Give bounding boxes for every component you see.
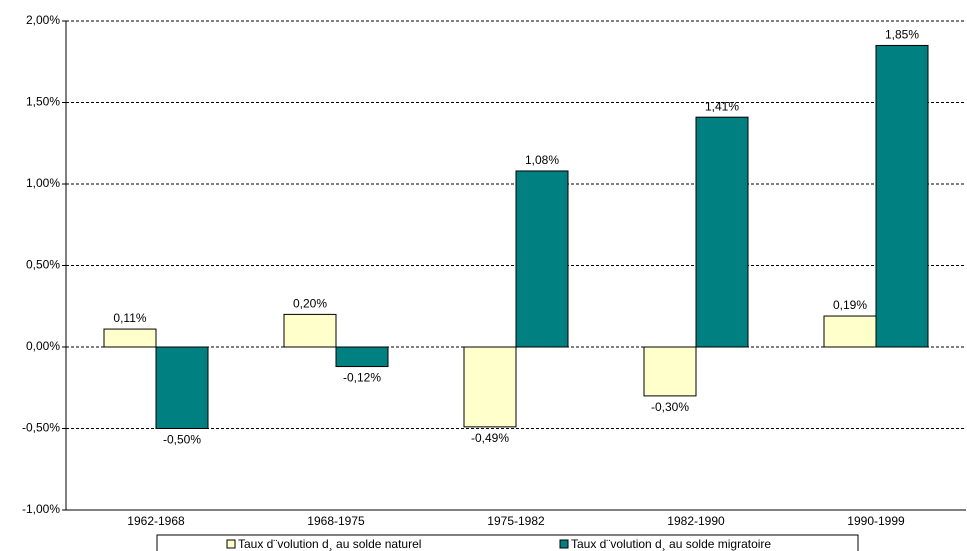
y-tick-label: 2,00% <box>26 13 60 27</box>
y-tick-label: 1,00% <box>26 176 60 190</box>
bar <box>515 170 569 348</box>
data-label: -0,49% <box>471 431 509 445</box>
bar <box>695 116 749 348</box>
data-label: -0,50% <box>163 433 201 447</box>
data-label: 0,19% <box>833 298 867 312</box>
data-label: -0,12% <box>343 371 381 385</box>
x-tick-label: 1982-1990 <box>667 514 725 528</box>
y-tick-label: 0,50% <box>26 258 60 272</box>
bar <box>823 315 877 348</box>
legend-swatch <box>559 539 569 549</box>
x-tick-label: 1962-1968 <box>127 514 185 528</box>
y-tick-label: 0,00% <box>26 339 60 353</box>
legend-label: Taux d¨volution d¸ au solde naturel <box>238 537 421 551</box>
y-tick-label: -1,00% <box>22 502 60 516</box>
legend-box <box>156 534 859 551</box>
data-label: 1,41% <box>705 99 739 113</box>
y-tick-label: -0,50% <box>22 421 60 435</box>
bar <box>335 346 389 368</box>
x-tick-label: 1968-1975 <box>307 514 365 528</box>
data-label: 1,85% <box>885 28 919 42</box>
bar <box>283 313 337 348</box>
legend-swatch <box>226 539 236 549</box>
bar <box>463 346 517 428</box>
bar <box>643 346 697 397</box>
y-tick-label: 1,50% <box>26 95 60 109</box>
bar <box>155 346 209 429</box>
data-label: 0,20% <box>293 297 327 311</box>
bar <box>875 44 929 348</box>
legend-label: Taux d¨volution d¸ au solde migratoire <box>571 537 771 551</box>
data-label: 1,08% <box>525 153 559 167</box>
x-tick-label: 1975-1982 <box>487 514 545 528</box>
x-tick-label: 1990-1999 <box>847 514 905 528</box>
data-label: -0,30% <box>651 400 689 414</box>
bar <box>103 328 157 348</box>
data-label: 0,11% <box>113 311 146 325</box>
